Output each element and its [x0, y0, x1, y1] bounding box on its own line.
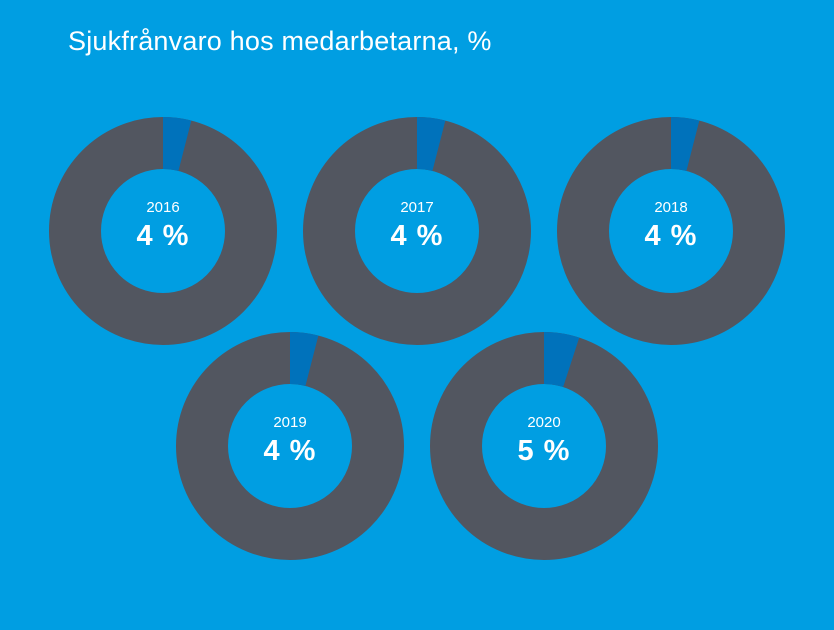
- donut-2016: 2016 4 %: [49, 117, 277, 345]
- chart-title: Sjukfrånvaro hos medarbetarna, %: [68, 26, 492, 56]
- year-label-2019: 2019: [273, 414, 306, 431]
- year-label-2018: 2018: [654, 199, 687, 216]
- donut-segment-2018: [671, 117, 700, 171]
- value-label-2019: 4 %: [264, 435, 317, 467]
- donut-2017: 2017 4 %: [303, 117, 531, 345]
- value-label-2016: 4 %: [137, 220, 190, 252]
- donut-segment-2019: [290, 332, 319, 386]
- value-label-2020: 5 %: [518, 435, 571, 467]
- value-label-2018: 4 %: [645, 220, 698, 252]
- year-label-2020: 2020: [527, 414, 560, 431]
- year-label-2016: 2016: [146, 199, 179, 216]
- donut-segment-2016: [163, 117, 192, 171]
- year-label-2017: 2017: [400, 199, 433, 216]
- donut-2018: 2018 4 %: [557, 117, 785, 345]
- donut-2020: 2020 5 %: [430, 332, 658, 560]
- donut-segment-2020: [544, 332, 580, 388]
- value-label-2017: 4 %: [391, 220, 444, 252]
- donut-segment-2017: [417, 117, 446, 171]
- donut-2019: 2019 4 %: [176, 332, 404, 560]
